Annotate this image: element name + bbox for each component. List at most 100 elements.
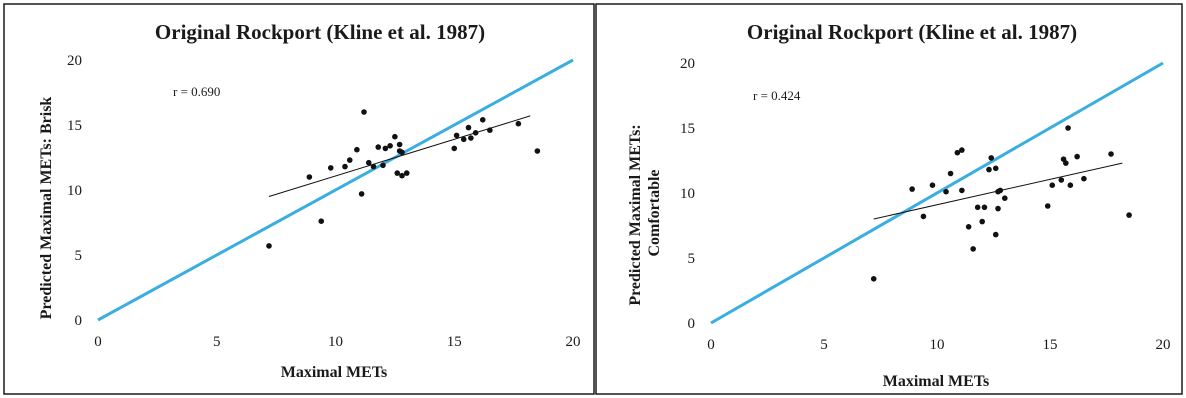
data-point [266,243,272,249]
data-point [992,165,999,172]
data-point [981,204,988,211]
panel-frame [595,3,1183,395]
chart-title: Original Rockport (Kline et al. 1987) [155,20,485,44]
y-axis-label-line-1: Predicted Maximal METs: [627,124,644,305]
data-point [954,149,961,156]
y-tick-label: 10 [680,186,695,202]
data-point [318,218,325,224]
data-point [1063,160,1069,166]
x-tick-label: 0 [707,337,715,353]
x-tick-label: 15 [1043,337,1058,353]
y-tick-label: 0 [75,313,83,329]
x-tick-label: 10 [328,334,343,350]
data-point [394,170,401,176]
data-point [943,188,949,195]
chart-panel-comfortable: Original Rockport (Kline et al. 1987) Ma… [595,3,1183,395]
x-tick-label: 0 [94,334,102,350]
y-axis-label: Predicted Maximal METs: Comfortable [627,120,663,305]
plot-area: 0 5 10 15 20 0 5 10 15 20 [67,53,581,350]
panel-frame [3,3,595,395]
data-point [472,130,479,136]
data-point [1044,203,1051,209]
data-point [1126,212,1132,218]
data-point [995,205,1001,212]
y-tick-label: 20 [67,53,82,69]
data-point [396,141,403,148]
x-tick-label: 5 [820,337,828,353]
data-point [870,276,877,282]
data-point [986,166,992,173]
data-point [370,163,377,170]
data-point [997,187,1004,194]
data-point [515,120,522,127]
trend-line [268,115,531,197]
data-point [365,159,372,166]
data-point [306,174,313,180]
y-tick-label: 5 [75,248,83,264]
data-point [959,147,965,153]
data-point [399,172,405,179]
data-point [959,187,965,194]
data-point [342,163,348,170]
data-point [1067,182,1074,188]
x-axis-label: Maximal METs [281,364,388,381]
identity-line [710,61,1164,325]
y-tick-label: 10 [67,183,82,199]
data-point [1081,175,1087,182]
y-axis-label-line-2: Comfortable [646,169,663,256]
data-point [479,117,486,123]
data-point [534,148,541,154]
data-point [361,109,367,115]
data-point [992,231,999,238]
data-point [354,146,360,153]
chart-panel-brisk: Original Rockport (Kline et al. 1987) Ma… [3,3,595,395]
data-point [392,133,398,140]
data-point [974,204,981,211]
plot-area: 0 5 10 15 20 0 5 10 15 20 [680,56,1171,353]
data-point [453,132,460,139]
data-point [382,145,389,152]
data-point [468,135,474,141]
x-tick-label: 20 [566,334,581,350]
data-point [487,127,493,133]
data-point [451,145,458,152]
data-point [460,136,467,143]
identity-line [97,58,574,322]
data-point [403,170,410,176]
y-axis-label-line: Predicted Maximal METs: Brisk [38,97,55,320]
data-point [909,186,915,192]
data-point [375,144,382,150]
data-point [979,218,985,225]
data-point [1058,177,1065,183]
y-tick-label: 0 [688,316,696,332]
data-point [346,157,353,163]
y-axis-label: Predicted Maximal METs: Brisk [38,97,55,320]
x-axis-label: Maximal METs [883,373,990,390]
correlation-annotation: r = 0.424 [753,88,801,103]
data-point [358,191,365,197]
data-point [970,246,976,252]
x-tick-label: 15 [447,334,462,350]
data-point [920,213,927,220]
x-tick-label: 20 [1156,337,1171,353]
data-point [380,162,386,169]
data-point [387,143,393,149]
x-tick-label: 10 [930,337,945,353]
x-tick-label: 5 [213,334,221,350]
data-point [327,165,334,171]
data-point [1049,182,1056,188]
y-tick-label: 5 [688,251,696,267]
y-tick-label: 15 [680,121,695,137]
data-point [965,224,972,230]
data-point [929,182,936,188]
y-tick-label: 15 [67,118,82,134]
data-point [1065,125,1071,131]
data-point [399,149,405,156]
data-point [988,155,995,161]
y-tick-label: 20 [680,56,695,72]
data-point [1002,195,1008,201]
data-point [1074,153,1080,160]
data-point [947,170,954,177]
data-point [1108,151,1114,157]
